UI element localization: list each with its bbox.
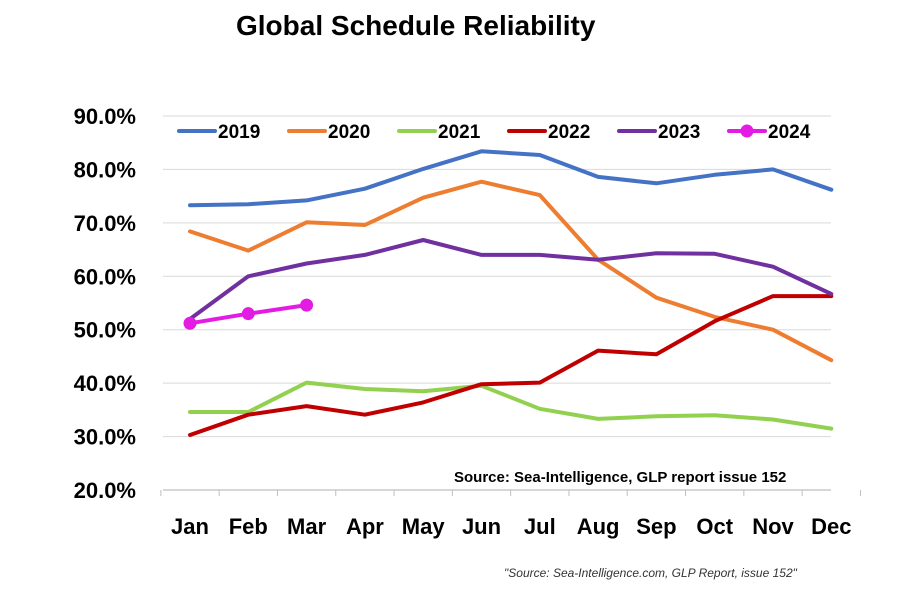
x-tick-label-oct: Oct: [696, 514, 733, 539]
x-tick-label-apr: Apr: [346, 514, 384, 539]
y-tick-label: 20.0%: [74, 478, 136, 503]
y-tick-label: 70.0%: [74, 211, 136, 236]
x-tick-label-feb: Feb: [229, 514, 268, 539]
series-lines: [183, 149, 834, 437]
x-tick-label-dec: Dec: [811, 514, 851, 539]
y-tick-label: 80.0%: [74, 157, 136, 182]
y-tick-label: 60.0%: [74, 264, 136, 289]
legend-marker-2024: [740, 124, 754, 138]
x-tick-label-jul: Jul: [524, 514, 556, 539]
y-tick-label: 90.0%: [74, 104, 136, 129]
x-tick-label-may: May: [402, 514, 446, 539]
legend-label-2020: 2020: [328, 122, 370, 143]
legend-label-2023: 2023: [658, 122, 700, 143]
x-tick-label-aug: Aug: [577, 514, 620, 539]
series-line-2020: [188, 179, 834, 363]
x-tick-label-jun: Jun: [462, 514, 501, 539]
legend: 2019 2020 2021 2022 2023 2024: [177, 122, 811, 143]
data-point-2024-jan: [183, 316, 197, 330]
series-line-2019: [188, 149, 834, 208]
series-line-2023: [188, 238, 834, 321]
x-tick-label-jan: Jan: [171, 514, 209, 539]
legend-label-2019: 2019: [218, 122, 260, 143]
x-tick-label-mar: Mar: [287, 514, 327, 539]
source-annotation: Source: Sea-Intelligence, GLP report iss…: [448, 468, 793, 487]
y-tick-label: 50.0%: [74, 318, 136, 343]
y-tick-label: 30.0%: [74, 425, 136, 450]
series-line-2022: [188, 294, 834, 437]
series-line-2021: [188, 380, 834, 431]
data-point-2024-mar: [300, 298, 314, 312]
x-tick-label-sep: Sep: [636, 514, 676, 539]
legend-label-2021: 2021: [438, 122, 481, 143]
legend-label-2024: 2024: [768, 122, 811, 143]
x-axis: [160, 489, 861, 496]
y-tick-label: 40.0%: [74, 371, 136, 396]
y-axis-tick-labels: 20.0% 30.0% 40.0% 50.0% 60.0% 70.0% 80.0% 90.0%: [74, 104, 136, 503]
footer-citation: "Source: Sea-Intelligence.com, GLP Repor…: [504, 566, 797, 580]
legend-label-2022: 2022: [548, 122, 590, 143]
gridlines: [163, 115, 831, 438]
x-tick-label-nov: Nov: [752, 514, 794, 539]
chart-title: Global Schedule Reliability: [236, 10, 596, 41]
x-axis-tick-labels: Jan Feb Mar Apr May Jun Jul Aug Sep Oct Nov Dec: [171, 514, 851, 539]
data-point-2024-feb: [241, 307, 255, 321]
